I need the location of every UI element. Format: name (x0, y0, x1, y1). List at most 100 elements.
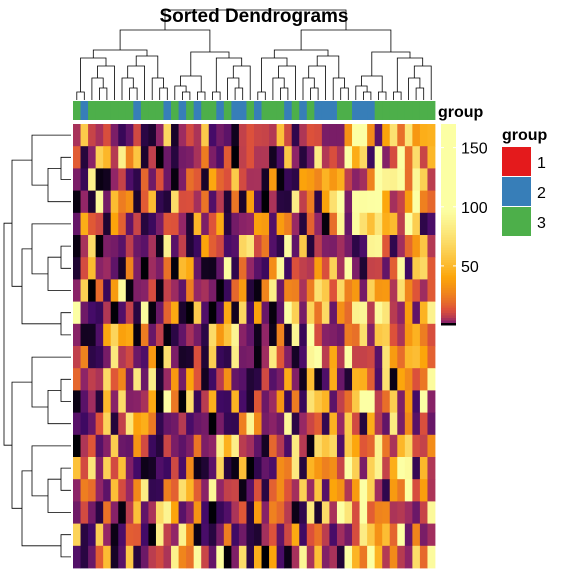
heatmap-cell (321, 412, 330, 436)
heatmap-cell (306, 301, 315, 325)
heatmap-cell (254, 146, 262, 169)
heatmap-cell (163, 323, 172, 347)
heatmap-cell (367, 212, 376, 236)
heatmap-cell (118, 257, 127, 280)
heatmap-cell (276, 257, 285, 280)
legend-label: 3 (537, 215, 546, 232)
heatmap-cell (125, 523, 134, 547)
heatmap-cell (374, 545, 383, 569)
dendrogram-branch (310, 87, 319, 100)
heatmap-cell (314, 168, 323, 191)
heatmap-cell (95, 323, 104, 347)
heatmap-cell (216, 124, 225, 147)
heatmap-cell (291, 479, 300, 502)
annotation-cell (163, 101, 172, 120)
heatmap-cell (88, 346, 97, 369)
heatmap-cell (404, 457, 413, 480)
annotation-cell (374, 101, 383, 120)
heatmap-cell (427, 390, 436, 413)
annotation-cell (171, 101, 179, 120)
dendrogram-branch (272, 77, 285, 100)
dendrogram-branch (31, 223, 71, 275)
colorbar-segment (441, 129, 456, 133)
dendrogram-branch (232, 65, 251, 100)
heatmap-cell (412, 301, 421, 325)
heatmap-cell (374, 346, 383, 369)
heatmap-cell (427, 523, 436, 547)
heatmap-cell (291, 190, 300, 214)
heatmap-cell (118, 323, 127, 347)
heatmap-cell (201, 412, 210, 436)
heatmap-cell (276, 434, 285, 458)
heatmap-cell (397, 434, 406, 458)
heatmap-cell (306, 368, 315, 391)
heatmap-cell (397, 412, 406, 436)
colorbar-segment (441, 314, 456, 318)
heatmap-cell (231, 124, 240, 147)
dendrogram-branch (92, 49, 148, 58)
heatmap-cell (427, 257, 436, 280)
heatmap-cell (329, 146, 338, 169)
heatmap-cell (359, 190, 368, 214)
heatmap-cell (231, 368, 240, 391)
heatmap-cell (269, 168, 278, 191)
dendrogram-branch (3, 222, 12, 446)
heatmap-cell (299, 368, 308, 391)
heatmap-cell (284, 368, 293, 391)
heatmap-cell (284, 235, 293, 258)
heatmap-cell (246, 168, 255, 191)
heatmap-cell (186, 412, 195, 436)
dendrogram-branch (31, 445, 71, 497)
heatmap-cell (269, 257, 278, 280)
heatmap-cell (382, 279, 391, 302)
heatmap-cell (389, 190, 398, 214)
heatmap-cell (329, 323, 338, 347)
heatmap-cell (148, 168, 157, 191)
heatmap-cell (186, 124, 195, 147)
heatmap-cell (171, 146, 179, 169)
heatmap-cell (427, 501, 436, 524)
heatmap-cell (291, 390, 300, 413)
heatmap-cell (73, 346, 81, 369)
heatmap-cell (216, 368, 225, 391)
heatmap-cell (80, 523, 89, 547)
colorbar-segment (441, 307, 456, 311)
heatmap-cell (140, 412, 149, 436)
heatmap-cell (133, 323, 142, 347)
heatmap-cell (321, 368, 330, 391)
heatmap-cell (80, 301, 89, 325)
heatmap-cell (352, 545, 360, 569)
heatmap-cell (254, 457, 262, 480)
dendrogram-branch (21, 248, 61, 325)
heatmap-cell (261, 479, 270, 502)
heatmap-cell (208, 434, 217, 458)
heatmap-cell (208, 190, 217, 214)
heatmap-cell (291, 434, 300, 458)
heatmap-cell (397, 457, 406, 480)
heatmap-cell (178, 168, 187, 191)
heatmap-cell (389, 212, 398, 236)
heatmap-cell (419, 168, 428, 191)
annotation-cell (88, 101, 97, 120)
heatmap-cell (299, 412, 308, 436)
heatmap-cell (163, 346, 172, 369)
heatmap-cell (103, 323, 112, 347)
heatmap-cell (291, 523, 300, 547)
colorbar-segment (441, 317, 456, 321)
annotation-cell (269, 101, 278, 120)
heatmap-cell (133, 257, 142, 280)
heatmap-cell (306, 412, 315, 436)
heatmap-cell (208, 146, 217, 169)
heatmap-cell (291, 257, 300, 280)
heatmap-cell (404, 479, 413, 502)
heatmap-cell (389, 146, 398, 169)
heatmap-cell (336, 434, 345, 458)
heatmap-cell (389, 323, 398, 347)
heatmap-cell (314, 124, 323, 147)
heatmap-cell (269, 124, 278, 147)
colorbar-segment (441, 284, 456, 288)
heatmap-cell (389, 368, 398, 391)
heatmap-cell (254, 368, 262, 391)
heatmap-cell (178, 146, 187, 169)
colorbar-segment (441, 264, 456, 268)
